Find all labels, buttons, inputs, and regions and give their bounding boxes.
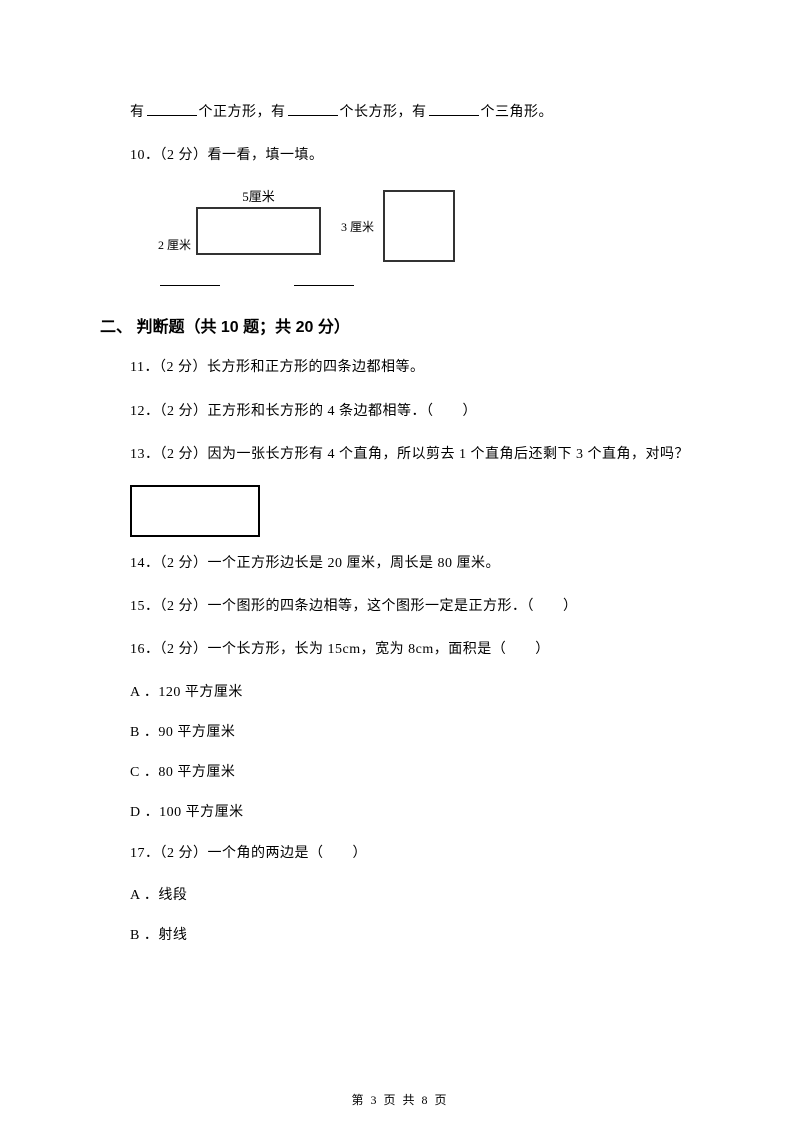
q9-part1: 有 — [130, 105, 145, 120]
document-page: 有 个正方形，有 个长方形，有 个三角形。 10．（2 分）看一看，填一填。 5厘米 … — [0, 0, 800, 1132]
q16-text: 16．（2 分）一个长方形，长为 15cm，宽为 8cm，面积是（ ） — [100, 637, 700, 662]
rect1-top-label: 5厘米 — [196, 186, 321, 205]
blank — [147, 102, 197, 116]
answer-blanks — [100, 272, 700, 291]
blank — [429, 102, 479, 116]
q16-option-b: B ．90 平方厘米 — [100, 721, 700, 741]
shape-row: 5厘米 2 厘米 3 厘米 — [160, 186, 700, 262]
q16-option-d: D ．100 平方厘米 — [100, 801, 700, 821]
q17-text: 17．（2 分）一个角的两边是（ ） — [100, 841, 700, 866]
q9-part2: 个正方形，有 — [199, 105, 286, 120]
q16-option-c: C ．80 平方厘米 — [100, 761, 700, 781]
rect2-left-label: 3 厘米 — [341, 218, 374, 235]
page-footer: 第 3 页 共 8 页 — [0, 1091, 800, 1108]
q14-text: 14．（2 分）一个正方形边长是 20 厘米，周长是 80 厘米。 — [100, 551, 700, 576]
q16-option-a: A ．120 平方厘米 — [100, 681, 700, 701]
q9-part4: 个三角形。 — [481, 105, 554, 120]
blank — [288, 102, 338, 116]
q10-label: 10．（2 分）看一看，填一填。 — [100, 143, 700, 168]
q12-text: 12．（2 分）正方形和长方形的 4 条边都相等．（ ） — [100, 399, 700, 424]
section-2-title: 二、 判断题（共 10 题；共 20 分） — [100, 313, 700, 337]
q17-option-b: B ．射线 — [100, 924, 700, 944]
q10-figure: 5厘米 2 厘米 3 厘米 — [100, 186, 700, 262]
q11-text: 11．（2 分）长方形和正方形的四条边都相等。 — [100, 355, 700, 380]
q17-option-a: A ．线段 — [100, 884, 700, 904]
q9-part3: 个长方形，有 — [340, 105, 427, 120]
q15-text: 15．（2 分）一个图形的四条边相等，这个图形一定是正方形．（ ） — [100, 594, 700, 619]
rect1-left-label: 2 厘米 — [158, 236, 191, 253]
square-group: 3 厘米 — [341, 186, 455, 262]
rectangle-shape — [196, 207, 321, 255]
square-shape — [383, 190, 455, 262]
blank — [160, 272, 220, 286]
q9-text: 有 个正方形，有 个长方形，有 个三角形。 — [100, 100, 700, 125]
blank — [294, 272, 354, 286]
q13-rectangle-shape — [130, 485, 260, 537]
q13-text: 13．（2 分）因为一张长方形有 4 个直角，所以剪去 1 个直角后还剩下 3 … — [100, 442, 700, 467]
rectangle-group: 5厘米 2 厘米 — [160, 186, 321, 255]
